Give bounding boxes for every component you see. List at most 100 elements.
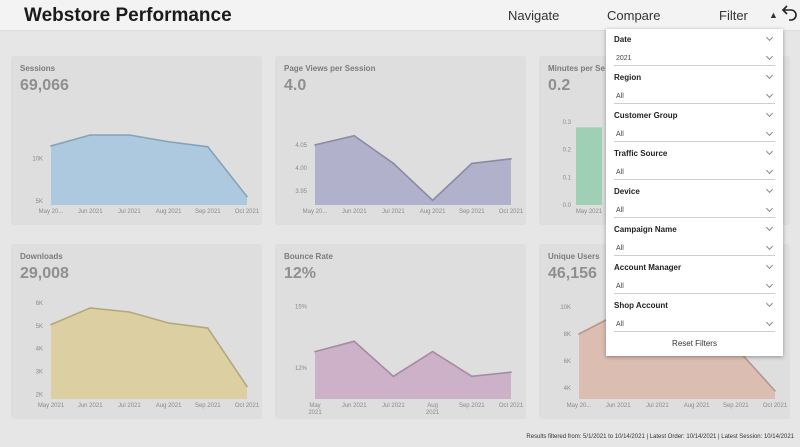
- x-tick-label: Aug: [427, 403, 438, 409]
- data-point: [471, 375, 473, 378]
- slicer-value: All: [616, 321, 624, 328]
- chevron-down-icon[interactable]: [765, 223, 774, 232]
- card-title: Downloads: [20, 252, 63, 261]
- chevron-down-icon[interactable]: [765, 109, 774, 118]
- x-tick-label: May 20...: [567, 403, 592, 409]
- x-tick-label: Jun 2021: [78, 209, 103, 215]
- x-tick-label: 2021: [308, 410, 322, 416]
- filter-panel: Date 2021 Region All Customer Group All …: [606, 29, 783, 356]
- bounce-rate-card[interactable]: Bounce Rate 12% 15% 12% May 2021 Jun 2021 Jul…: [275, 244, 526, 419]
- x-tick-label: Jun 2021: [606, 403, 631, 409]
- card-title: Sessions: [20, 64, 56, 73]
- series-line: [50, 307, 248, 387]
- slicer-customer-group[interactable]: Customer Group All: [614, 109, 775, 142]
- y-tick-label: 4K: [36, 347, 43, 353]
- slicer-dropdown[interactable]: All: [614, 280, 775, 294]
- data-point: [353, 134, 355, 137]
- slicer-label: Shop Account: [614, 301, 668, 310]
- chevron-down-icon[interactable]: [765, 33, 774, 42]
- x-tick-label: Oct 2021: [763, 403, 788, 409]
- slicer-value: All: [616, 131, 624, 138]
- chevron-down-icon[interactable]: [765, 90, 774, 99]
- chevron-down-icon[interactable]: [765, 128, 774, 137]
- chevron-down-icon[interactable]: [765, 204, 774, 213]
- slicer-dropdown[interactable]: All: [614, 166, 775, 180]
- slicer-dropdown[interactable]: All: [614, 204, 775, 218]
- slicer-campaign-name[interactable]: Campaign Name All: [614, 223, 775, 256]
- data-point: [392, 375, 395, 378]
- slicer-value: All: [616, 93, 624, 100]
- slicer-traffic-source[interactable]: Traffic Source All: [614, 147, 775, 180]
- x-tick-label: Aug 2021: [156, 209, 182, 215]
- card-title: Page Views per Session: [284, 64, 376, 73]
- data-point: [510, 158, 512, 160]
- card-title: Bounce Rate: [284, 252, 333, 261]
- x-tick-label: Sep 2021: [723, 403, 749, 409]
- chevron-down-icon[interactable]: [765, 71, 774, 80]
- slicer-dropdown[interactable]: 2021: [614, 52, 775, 66]
- chevron-down-icon[interactable]: [765, 261, 774, 270]
- data-point: [314, 350, 316, 353]
- slicer-dropdown[interactable]: All: [614, 242, 775, 256]
- card-title: Minutes per Se: [548, 64, 605, 73]
- chevron-down-icon[interactable]: [765, 242, 774, 251]
- x-tick-label: Jul 2021: [118, 403, 141, 409]
- area-fill: [51, 134, 247, 205]
- slicer-dropdown[interactable]: All: [614, 318, 775, 332]
- data-point: [128, 311, 131, 313]
- slicer-dropdown[interactable]: All: [614, 90, 775, 104]
- x-tick-label: Sep 2021: [195, 209, 221, 215]
- y-tick-label: 6K: [36, 301, 43, 307]
- card-value: 12%: [284, 265, 317, 282]
- navigate-button[interactable]: Navigate: [508, 8, 560, 23]
- compare-button[interactable]: Compare: [607, 8, 661, 23]
- data-point: [89, 307, 91, 309]
- sessions-card[interactable]: Sessions 69,066 10K 5K May 20... Jun 2021 Ju…: [11, 56, 262, 225]
- data-point: [392, 162, 395, 165]
- series-line: [50, 134, 248, 198]
- y-tick-label: 5K: [36, 324, 43, 330]
- x-tick-label: May 20...: [39, 209, 64, 215]
- card-title: Unique Users: [548, 252, 600, 261]
- x-tick-label: Jul 2021: [646, 403, 669, 409]
- downloads-chart: 6K 5K 4K 3K 2K May 2021 Jun 2021 Jul 2021 Aug 20…: [36, 301, 260, 409]
- data-point: [246, 195, 248, 198]
- slicer-label: Region: [614, 73, 642, 82]
- chevron-down-icon[interactable]: [765, 185, 774, 194]
- data-point: [246, 385, 248, 388]
- filter-button[interactable]: Filter: [719, 8, 748, 23]
- slicer-label: Device: [614, 187, 640, 196]
- slicer-date[interactable]: Date 2021: [614, 33, 775, 66]
- x-tick-label: Sep 2021: [459, 403, 485, 409]
- slicer-shop-account[interactable]: Shop Account All: [614, 299, 775, 332]
- y-tick-label: 6K: [564, 359, 571, 365]
- collapse-triangle-icon[interactable]: ▲: [769, 10, 778, 20]
- undo-icon[interactable]: [780, 4, 798, 24]
- page-views-chart: 4.05 4.00 3.95 May 20... Jun 2021 Jul 2021 Aug…: [295, 134, 524, 215]
- data-point: [167, 322, 170, 324]
- x-tick-label: May 2021: [576, 209, 603, 215]
- chevron-down-icon[interactable]: [765, 52, 774, 61]
- y-tick-label: 0.0: [563, 203, 572, 209]
- chevron-down-icon[interactable]: [765, 318, 774, 327]
- data-point: [578, 333, 580, 335]
- chevron-down-icon[interactable]: [765, 280, 774, 289]
- chevron-down-icon[interactable]: [765, 299, 774, 308]
- data-point: [207, 146, 209, 148]
- slicer-region[interactable]: Region All: [614, 71, 775, 104]
- slicer-value: All: [616, 245, 624, 252]
- area-fill: [51, 307, 247, 399]
- y-tick-label: 12%: [295, 366, 308, 372]
- card-value: 29,008: [20, 265, 69, 282]
- slicer-account-manager[interactable]: Account Manager All: [614, 261, 775, 294]
- x-tick-label: Oct 2021: [235, 403, 260, 409]
- data-point: [431, 350, 434, 353]
- slicer-dropdown[interactable]: All: [614, 128, 775, 142]
- slicer-device[interactable]: Device All: [614, 185, 775, 218]
- chevron-down-icon[interactable]: [765, 147, 774, 156]
- page-views-card[interactable]: Page Views per Session 4.0 4.05 4.00 3.95 M…: [275, 56, 526, 225]
- y-tick-label: 10K: [560, 305, 571, 311]
- reset-filters-button[interactable]: Reset Filters: [672, 339, 717, 348]
- chevron-down-icon[interactable]: [765, 166, 774, 175]
- downloads-card[interactable]: Downloads 29,008 6K 5K 4K 3K 2K May 2021 Jun 2…: [11, 244, 262, 419]
